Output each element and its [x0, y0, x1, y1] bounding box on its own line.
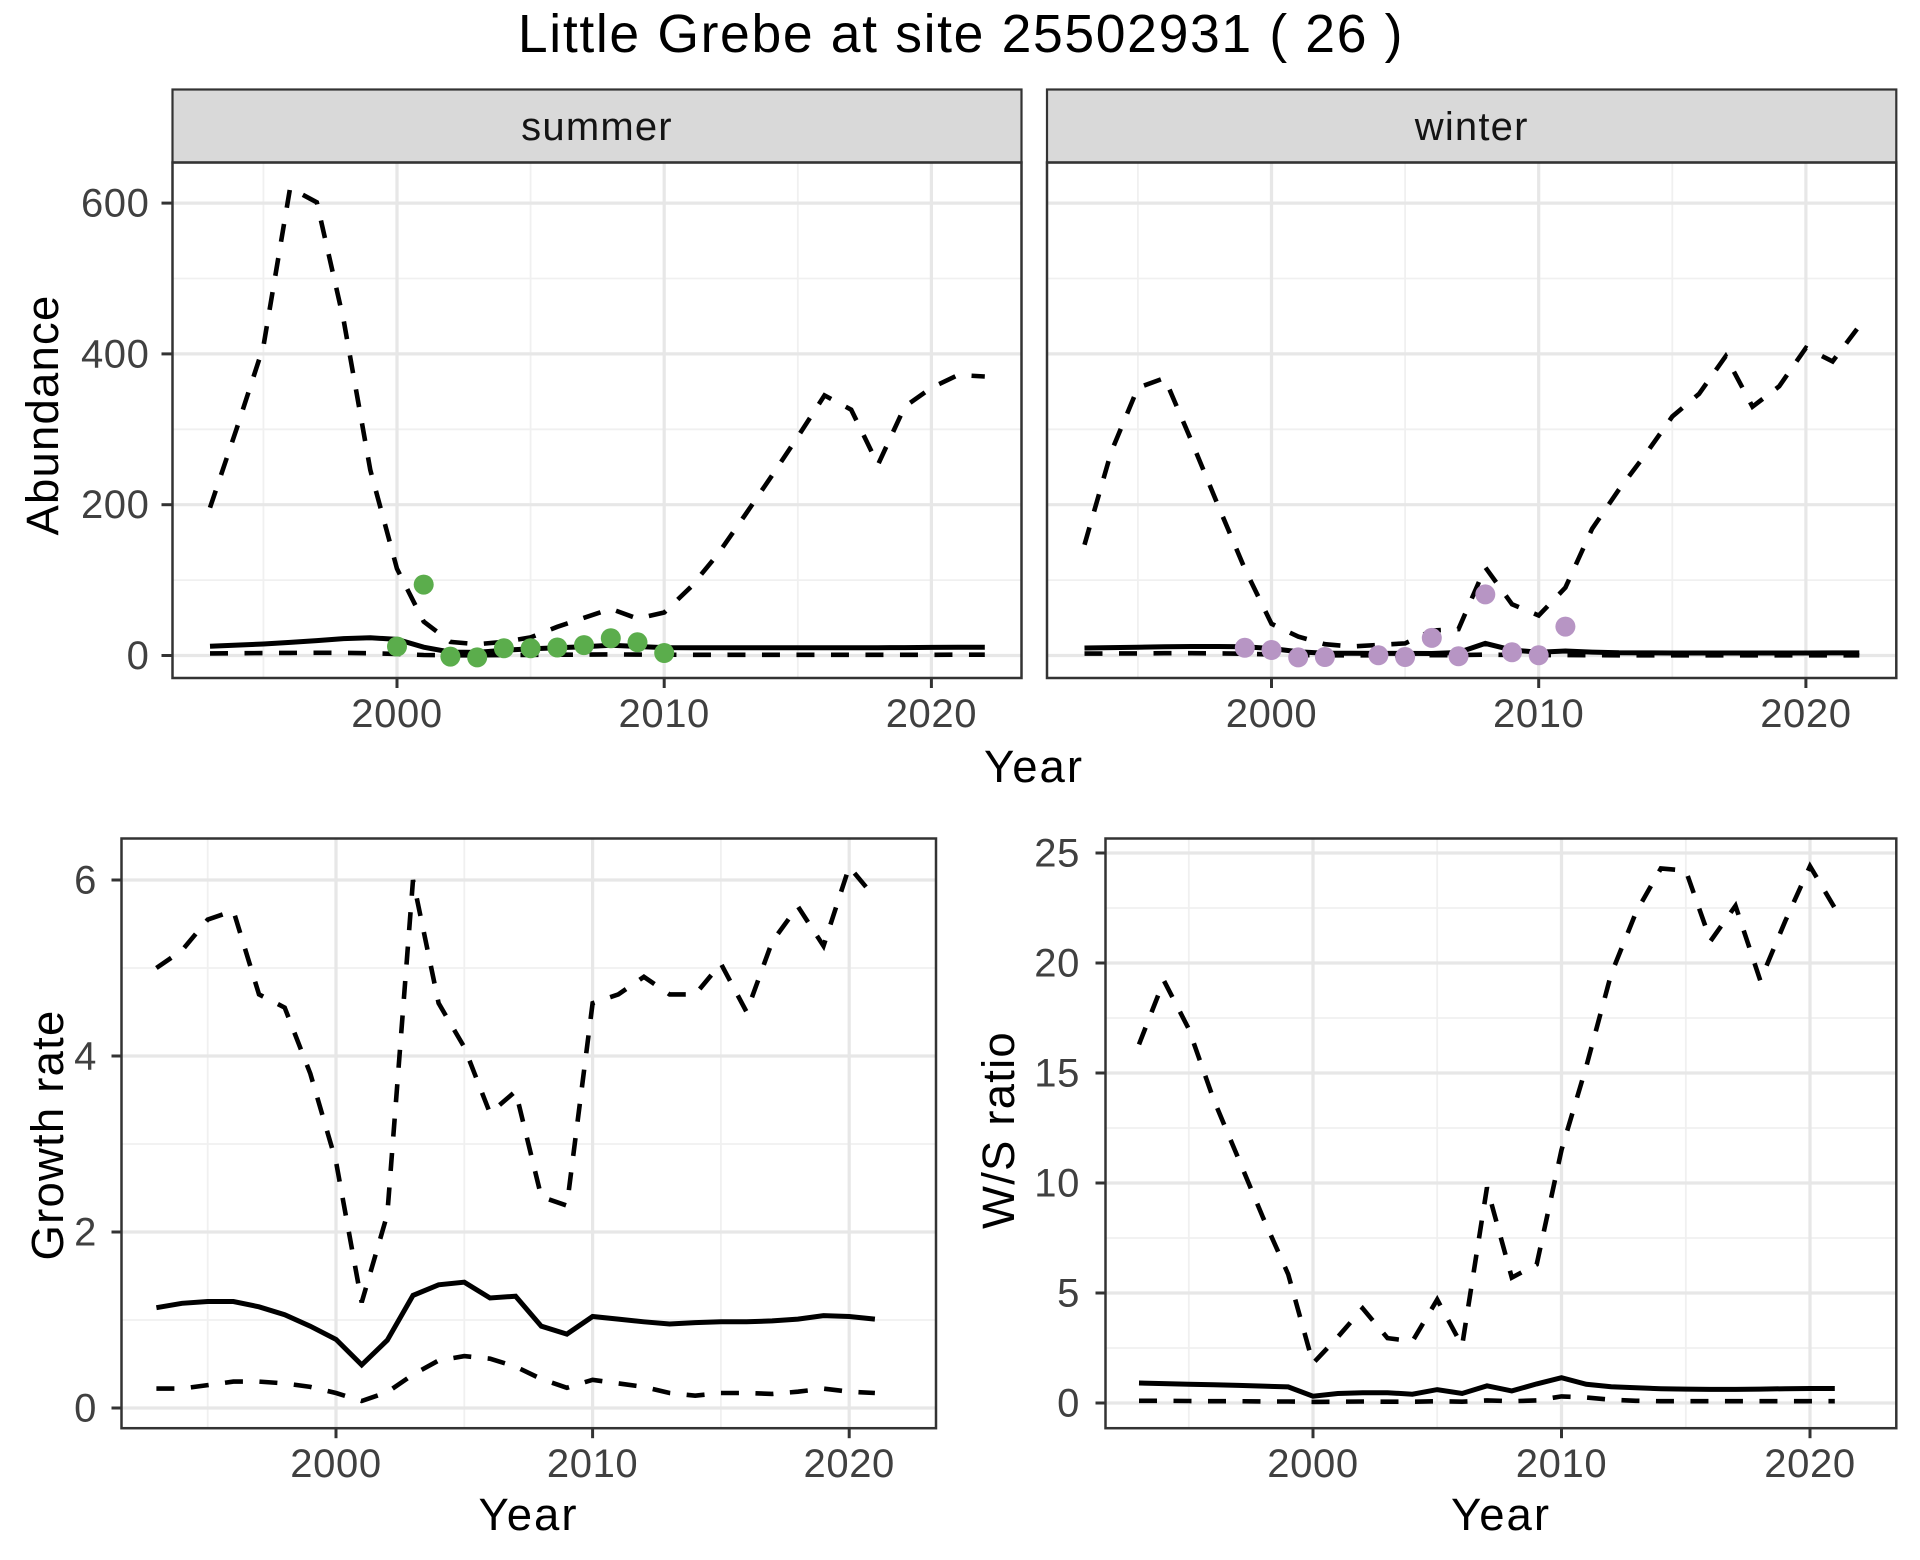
svg-text:2000: 2000	[351, 692, 442, 736]
svg-text:0: 0	[74, 1387, 97, 1431]
svg-text:Year: Year	[479, 1489, 579, 1540]
svg-text:Year: Year	[1451, 1489, 1551, 1540]
svg-text:2: 2	[74, 1211, 97, 1255]
svg-text:2010: 2010	[1516, 1442, 1607, 1486]
svg-text:2020: 2020	[1764, 1442, 1855, 1486]
svg-text:10: 10	[1034, 1162, 1080, 1206]
svg-text:5: 5	[1057, 1272, 1080, 1316]
svg-text:Growth rate: Growth rate	[22, 1010, 73, 1261]
svg-text:winter: winter	[1414, 105, 1529, 149]
svg-text:Little Grebe at site 25502931: Little Grebe at site 25502931 ( 26 )	[518, 5, 1404, 64]
svg-text:400: 400	[81, 332, 150, 376]
svg-text:2020: 2020	[804, 1442, 895, 1486]
svg-text:20: 20	[1034, 942, 1080, 986]
svg-text:4: 4	[74, 1035, 97, 1079]
svg-text:0: 0	[1057, 1382, 1080, 1426]
svg-text:15: 15	[1034, 1052, 1080, 1096]
svg-text:2010: 2010	[619, 692, 710, 736]
svg-text:2020: 2020	[886, 692, 977, 736]
svg-text:summer: summer	[521, 105, 673, 149]
svg-text:2010: 2010	[1493, 692, 1584, 736]
svg-text:2000: 2000	[1226, 692, 1317, 736]
svg-text:W/S ratio: W/S ratio	[973, 1031, 1024, 1229]
svg-text:2020: 2020	[1760, 692, 1851, 736]
svg-text:Abundance: Abundance	[17, 294, 68, 535]
svg-text:2000: 2000	[1267, 1442, 1358, 1486]
svg-text:6: 6	[74, 859, 97, 903]
svg-text:25: 25	[1034, 832, 1080, 876]
svg-text:600: 600	[81, 182, 150, 226]
svg-text:Year: Year	[984, 741, 1084, 792]
svg-text:2000: 2000	[290, 1442, 381, 1486]
svg-text:200: 200	[81, 483, 150, 527]
svg-text:0: 0	[127, 634, 150, 678]
svg-text:2010: 2010	[547, 1442, 638, 1486]
